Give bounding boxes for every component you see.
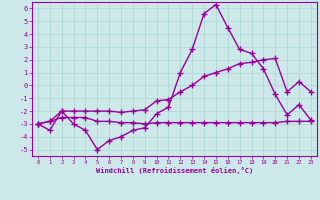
- X-axis label: Windchill (Refroidissement éolien,°C): Windchill (Refroidissement éolien,°C): [96, 167, 253, 174]
